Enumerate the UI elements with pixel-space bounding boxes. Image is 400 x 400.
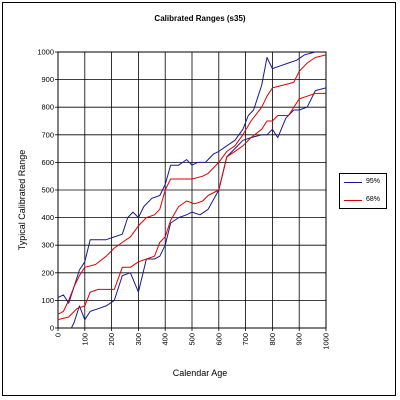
x-tick-label: 1000 [322, 333, 331, 350]
y-tick-label: 1000 [37, 48, 54, 57]
y-tick-label: 200 [41, 268, 54, 277]
y-tick-label: 300 [41, 241, 54, 250]
x-tick-label: 700 [241, 333, 250, 346]
legend-entry-68: 68% [344, 195, 384, 205]
series-0-lower-line [70, 87, 326, 328]
y-tick-label: 800 [41, 103, 54, 112]
series-0-upper-line [58, 52, 318, 304]
x-axis-label: Calendar Age [172, 368, 228, 378]
legend: 95% 68% [339, 173, 387, 209]
series-1-lower-line [58, 92, 326, 321]
x-tick-label: 400 [161, 333, 170, 346]
series-1-upper-line [58, 54, 326, 315]
y-tick-label: 0 [50, 324, 54, 333]
x-tick-label: 300 [134, 333, 143, 346]
y-tick-label: 400 [41, 213, 54, 222]
series-layer [58, 52, 326, 328]
y-tick-label: 100 [41, 296, 54, 305]
x-tick-label: 0 [54, 333, 63, 337]
x-tick-label: 800 [268, 333, 277, 346]
x-tick-label: 100 [80, 333, 89, 346]
y-tick-labels: 0 100 200 300 400 500 600 700 800 900 1000 [37, 48, 58, 333]
y-tick-label: 700 [41, 130, 54, 139]
x-tick-label: 600 [214, 333, 223, 346]
y-tick-label: 900 [41, 75, 54, 84]
legend-label-95: 95% [366, 178, 381, 185]
legend-swatch-68 [344, 200, 362, 201]
x-tick-label: 200 [107, 333, 116, 346]
legend-swatch-95 [344, 182, 362, 183]
y-tick-label: 500 [41, 186, 54, 195]
chart-frame [2, 2, 396, 396]
legend-entry-95: 95% [344, 177, 384, 187]
x-tick-labels: 0 100 200 300 400 500 600 700 800 900 1000 [54, 328, 331, 350]
y-tick-label: 600 [41, 158, 54, 167]
legend-label-68: 68% [366, 196, 381, 203]
x-tick-label: 500 [188, 333, 197, 346]
grid-lines [58, 52, 326, 328]
x-tick-label: 900 [295, 333, 304, 346]
chart-title: Calibrated Ranges (s35) [154, 14, 246, 23]
